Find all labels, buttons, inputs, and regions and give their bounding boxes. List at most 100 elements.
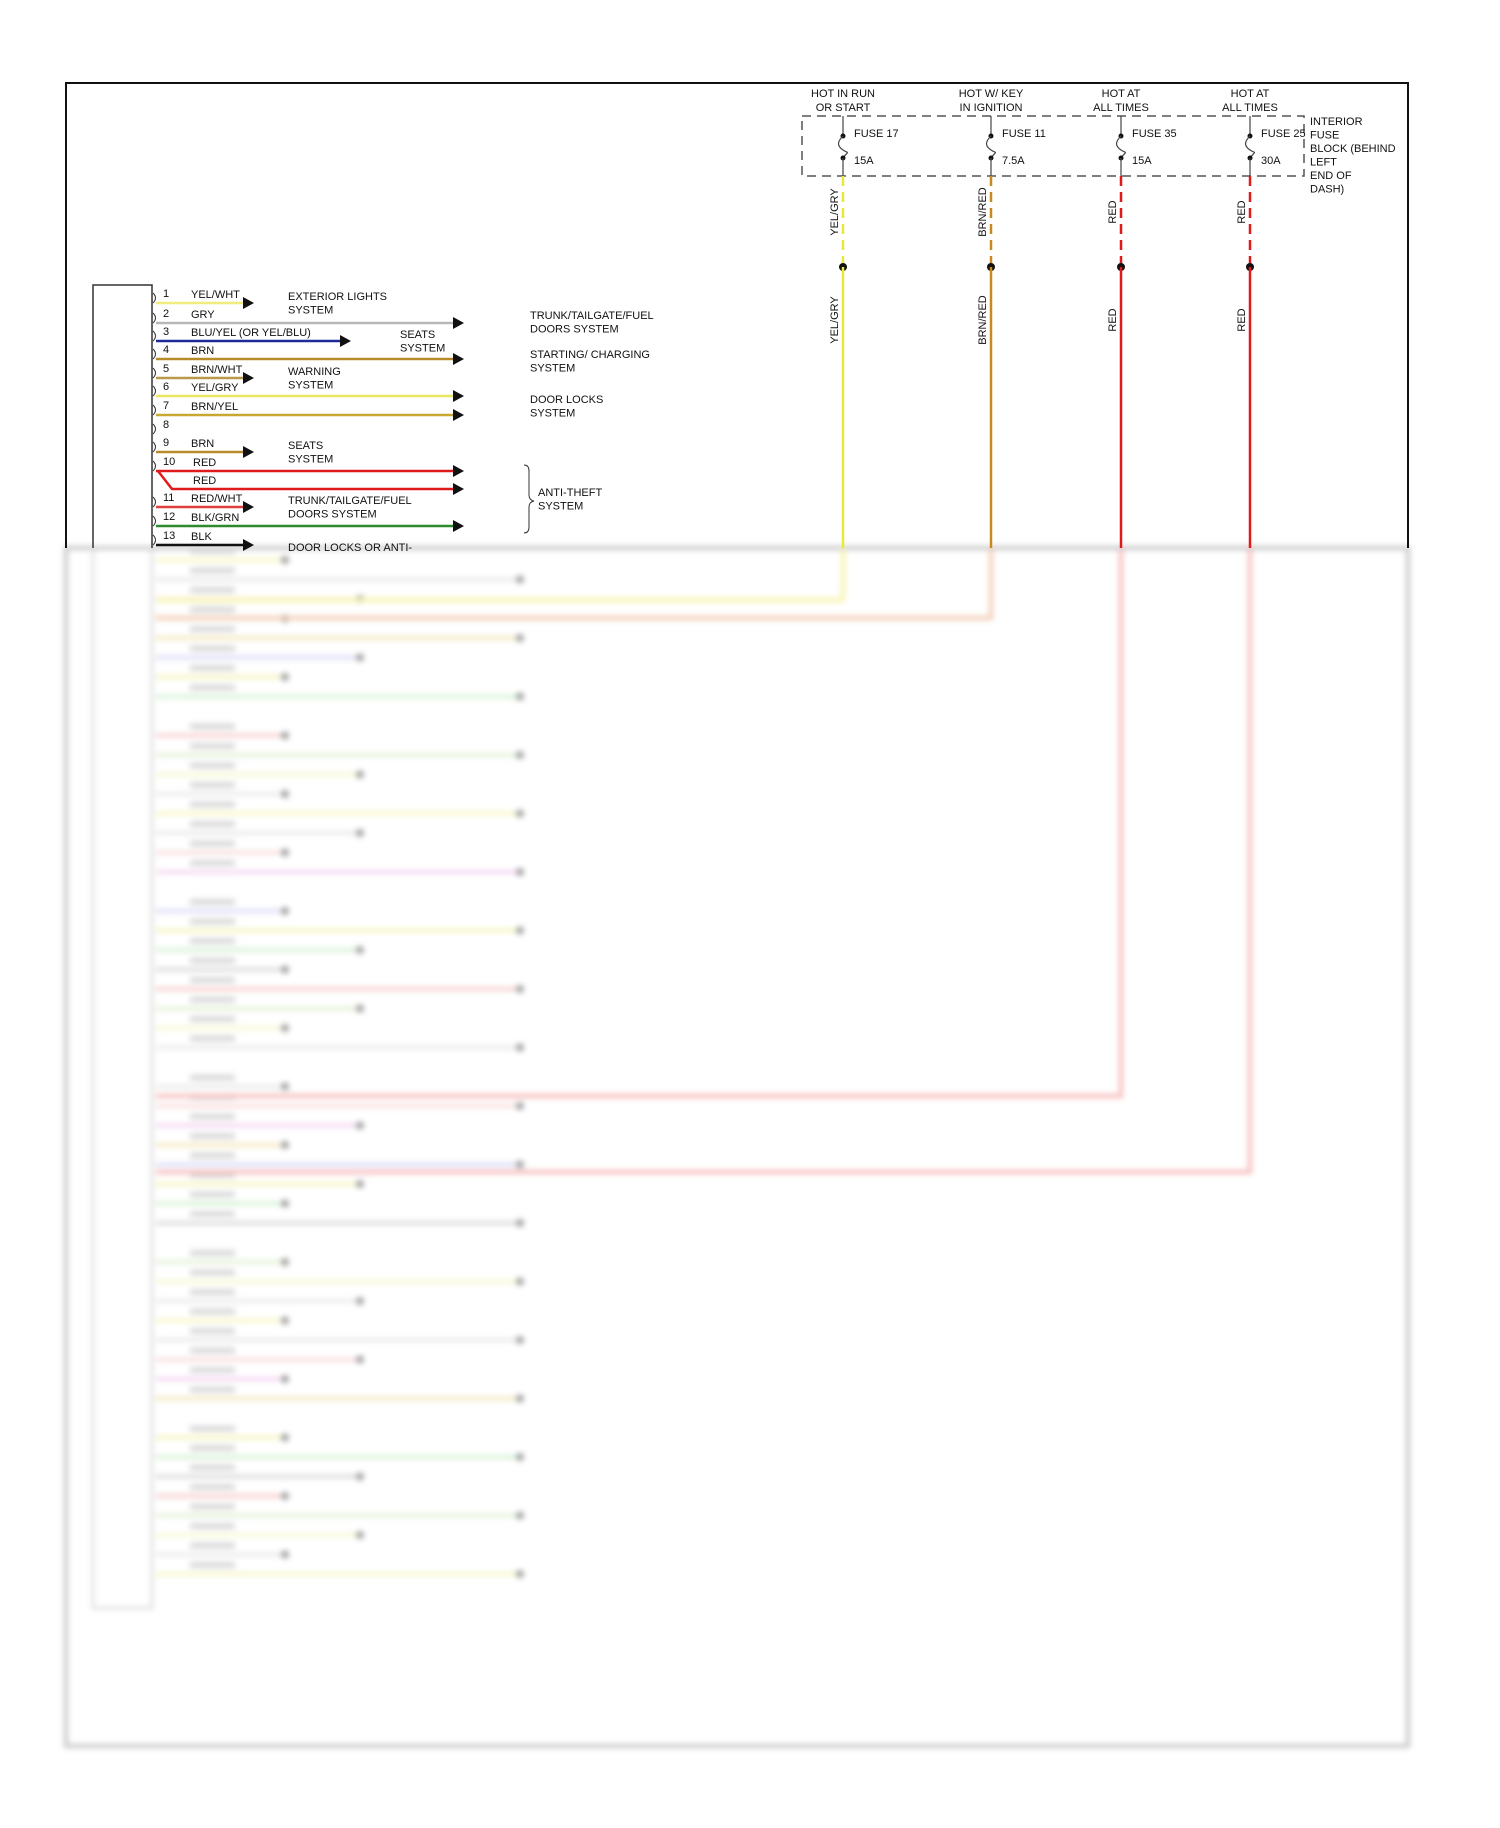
arrowhead-icon: [516, 1043, 524, 1052]
text-placeholder: [190, 1211, 235, 1217]
wire: [156, 548, 845, 602]
power-source-heading: HOT W/ KEY: [959, 88, 1024, 100]
arrowhead-icon: [516, 926, 524, 935]
system-label: WARNING: [288, 366, 341, 378]
fuse-rating: 30A: [1261, 155, 1281, 167]
system-label: TRUNK/TAILGATE/FUEL: [288, 495, 412, 507]
arrowhead-icon: [453, 390, 464, 402]
pin-number: 6: [163, 381, 169, 393]
arrowhead-icon: [516, 868, 524, 876]
arrowhead-icon: [243, 297, 254, 309]
text-placeholder: [190, 938, 235, 944]
pin-number: 10: [163, 456, 175, 468]
arrowhead-icon: [281, 1141, 289, 1149]
text-placeholder: [190, 1464, 235, 1471]
arrowhead-icon: [243, 446, 254, 458]
arrowhead-icon: [516, 751, 524, 759]
arrowhead-icon: [356, 770, 364, 779]
pin-number: 7: [163, 400, 169, 412]
text-placeholder: [190, 567, 235, 574]
power-source-heading: HOT AT: [1231, 88, 1270, 100]
pin-number: 2: [163, 308, 169, 320]
fuse-block-label: BLOCK (BEHIND: [1310, 143, 1396, 155]
wire-color-label: BRN/RED: [977, 295, 989, 345]
system-label: ANTI-THEFT: [538, 487, 602, 499]
arrowhead-icon: [356, 1355, 364, 1364]
pin-terminal-icon: [152, 460, 156, 472]
text-placeholder: [190, 840, 235, 847]
text-placeholder: [190, 1152, 235, 1159]
fuse-icon: [1244, 135, 1256, 159]
arrowhead-icon: [516, 809, 524, 818]
text-placeholder: [190, 1328, 235, 1334]
text-placeholder: [190, 645, 235, 652]
text-placeholder: [190, 1367, 235, 1373]
pin-terminal-icon: [152, 423, 156, 435]
wire-color-label: BRN/WHT: [191, 364, 243, 376]
pin-terminal-icon: [152, 404, 156, 416]
pin-number: 11: [163, 492, 174, 504]
pin-terminal-icon: [152, 348, 156, 360]
text-placeholder: [190, 1016, 235, 1022]
text-placeholder: [190, 1074, 235, 1081]
diagram-frame: [65, 82, 1409, 548]
text-placeholder: [190, 801, 235, 808]
text-placeholder: [190, 996, 235, 1003]
arrowhead-icon: [243, 372, 254, 384]
fuse-block-label: FUSE: [1310, 130, 1339, 142]
arrowhead-icon: [516, 1102, 524, 1110]
wire-color-label: GRY: [191, 309, 215, 321]
text-placeholder: [190, 723, 235, 730]
text-placeholder: [190, 957, 235, 964]
arrowhead-icon: [243, 501, 254, 513]
arrowhead-icon: [453, 483, 464, 495]
pin-terminal-icon: [152, 385, 156, 397]
fuse-rating: 7.5A: [1002, 155, 1025, 167]
connector-body: [92, 547, 153, 1609]
system-label: DOORS SYSTEM: [288, 509, 377, 521]
system-label: SYSTEM: [400, 343, 445, 355]
arrowhead-icon: [281, 848, 289, 857]
text-placeholder: [190, 606, 235, 613]
arrowhead-icon: [516, 1336, 524, 1344]
text-placeholder: [190, 860, 235, 866]
pin-terminal-icon: [152, 292, 156, 304]
wire: [156, 548, 993, 620]
pin-terminal-icon: [152, 496, 156, 508]
arrowhead-icon: [356, 1121, 364, 1130]
pin-terminal-icon: [152, 441, 156, 453]
obscured-lower-diagram: [64, 546, 1410, 1748]
fuse-name: FUSE 17: [854, 128, 899, 140]
arrowhead-icon: [516, 634, 524, 642]
connector: 1 YEL/WHT 2 GRY 3 BLU/YEL (OR YEL/BLU) 4 BRN 5 BR…: [92, 284, 654, 554]
text-placeholder: [190, 1191, 235, 1198]
arrowhead-icon: [281, 673, 289, 681]
arrowhead-icon: [356, 1004, 364, 1013]
text-placeholder: [190, 1562, 235, 1568]
fuse-block-outline: [801, 115, 1305, 177]
arrowhead-icon: [281, 1258, 289, 1266]
arrowhead-icon: [516, 1394, 524, 1403]
arrowhead-icon: [516, 1160, 524, 1169]
text-placeholder: [190, 626, 235, 632]
arrowhead-icon: [281, 731, 289, 740]
arrowhead-icon: [281, 1433, 289, 1442]
text-placeholder: [190, 1503, 235, 1510]
system-label: SYSTEM: [288, 380, 333, 392]
power-source-heading: HOT IN RUN: [811, 88, 875, 100]
fuse-block-label: INTERIOR: [1310, 116, 1363, 128]
arrowhead-icon: [356, 1180, 364, 1188]
power-source-heading: OR START: [816, 102, 871, 114]
fuse-icon: [837, 135, 849, 159]
fuse-block-label: LEFT: [1310, 157, 1337, 169]
power-source-heading: ALL TIMES: [1093, 102, 1149, 114]
arrowhead-icon: [340, 335, 351, 347]
pin-terminal-icon: [152, 534, 156, 546]
power-source-heading: IN IGNITION: [960, 102, 1023, 114]
fuse-name: FUSE 25: [1261, 128, 1306, 140]
pin-terminal-icon: [152, 367, 156, 379]
wire-color-label: RED: [1107, 200, 1119, 223]
text-placeholder: [190, 1542, 235, 1549]
arrowhead-icon: [356, 1297, 364, 1305]
text-placeholder: [190, 684, 235, 691]
